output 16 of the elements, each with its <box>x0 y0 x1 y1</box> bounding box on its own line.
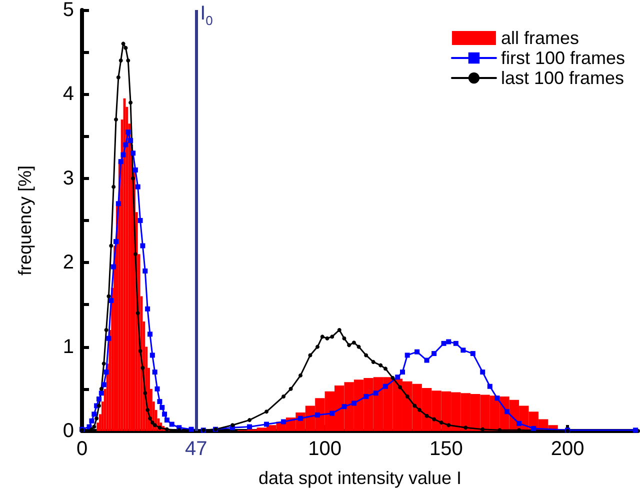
x-tick-label: 47 <box>184 438 208 460</box>
y-axis-title: frequency [%] <box>15 165 35 276</box>
y-tick-label: 3 <box>62 167 74 190</box>
y-tick-label: 4 <box>62 83 74 106</box>
x-tick-label: 0 <box>76 438 88 460</box>
y-tick-label: 5 <box>62 0 74 21</box>
y-tick-label: 1 <box>62 336 74 358</box>
x-tick-label: 150 <box>430 438 463 460</box>
y-tick-label: 0 <box>62 420 74 442</box>
x-tick-label: 200 <box>550 438 584 460</box>
legend-label: first 100 frames <box>500 48 626 68</box>
x-axis-title: data spot intensity value I <box>258 468 462 488</box>
x-tick-label: 100 <box>308 438 342 460</box>
legend-label: all frames <box>500 28 579 48</box>
legend-label: last 100 frames <box>500 68 624 88</box>
y-tick-label: 2 <box>62 252 74 274</box>
